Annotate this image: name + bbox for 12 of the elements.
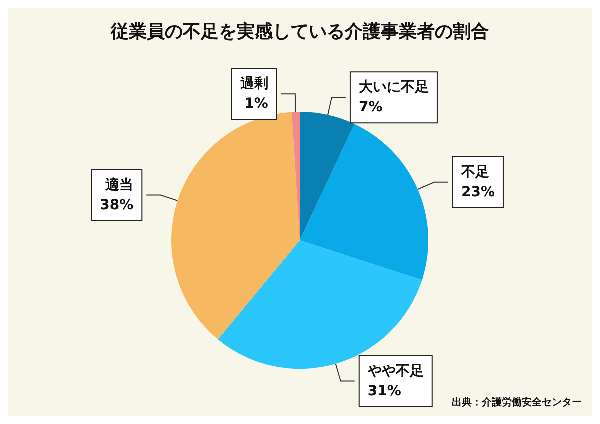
slice-label: 不足 (460, 164, 490, 180)
chart-title: 従業員の不足を実感している介護事業者の割合 (110, 22, 489, 42)
slice-label: やや不足 (366, 363, 424, 380)
data-label: 31% (368, 383, 402, 400)
slice-label: 適当 (104, 176, 134, 194)
slice-label: 大いに不足 (358, 80, 429, 96)
slice-label: 過剰 (239, 76, 268, 92)
data-label: 38% (100, 197, 134, 214)
data-label: 7% (358, 100, 383, 116)
data-label: 23% (461, 184, 495, 200)
source-note: 出典：介護労働安全センター (452, 396, 582, 408)
data-label: 1% (244, 96, 268, 112)
